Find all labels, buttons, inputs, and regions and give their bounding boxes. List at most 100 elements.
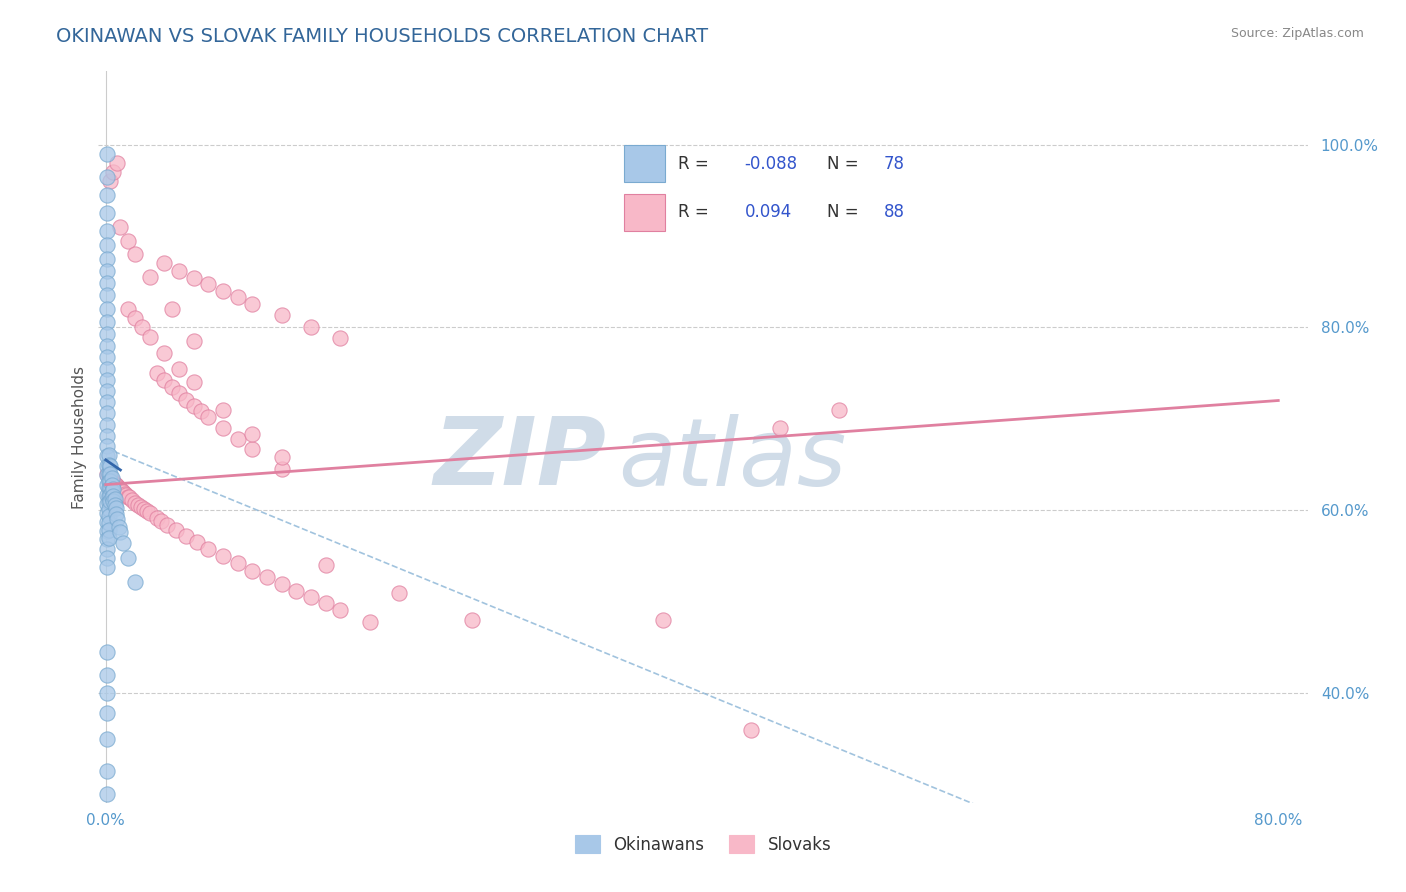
- Point: [165, 524, 187, 538]
- Point: [226, 556, 249, 570]
- Point: [100, 473, 122, 487]
- Text: R =: R =: [678, 203, 714, 221]
- Text: 88: 88: [884, 203, 904, 221]
- Point: [96, 301, 118, 317]
- Point: [105, 507, 128, 521]
- Point: [117, 234, 139, 248]
- Point: [96, 418, 118, 433]
- Point: [129, 500, 152, 515]
- Point: [96, 459, 118, 474]
- Bar: [624, 194, 665, 230]
- Point: [146, 510, 169, 524]
- Point: [96, 468, 118, 483]
- Point: [315, 558, 337, 573]
- Point: [97, 508, 120, 523]
- Point: [197, 541, 219, 556]
- Point: [270, 450, 292, 465]
- Point: [186, 535, 208, 549]
- Point: [97, 458, 120, 472]
- Point: [96, 439, 118, 453]
- Text: 0.094: 0.094: [745, 203, 792, 221]
- Point: [240, 564, 263, 578]
- Point: [135, 504, 157, 518]
- Point: [156, 517, 179, 532]
- Point: [96, 524, 118, 539]
- Point: [117, 301, 139, 317]
- Point: [103, 476, 125, 491]
- Point: [96, 645, 118, 659]
- Point: [183, 376, 205, 390]
- Point: [96, 406, 118, 420]
- Point: [96, 477, 118, 491]
- Point: [153, 373, 176, 387]
- Point: [160, 301, 183, 317]
- Point: [212, 421, 235, 435]
- Point: [124, 496, 146, 510]
- Text: 78: 78: [884, 155, 904, 173]
- Point: [197, 409, 219, 424]
- Point: [176, 529, 198, 543]
- Point: [212, 284, 235, 298]
- Point: [97, 495, 120, 509]
- Point: [96, 146, 118, 161]
- Text: atlas: atlas: [619, 414, 846, 505]
- Point: [97, 489, 120, 503]
- Point: [96, 787, 118, 801]
- Point: [96, 488, 118, 502]
- Point: [115, 488, 138, 502]
- Point: [183, 399, 205, 413]
- Point: [96, 467, 118, 481]
- Point: [98, 459, 121, 474]
- Point: [167, 263, 190, 277]
- Point: [131, 320, 153, 334]
- Point: [96, 373, 118, 387]
- Point: [100, 471, 122, 485]
- Point: [127, 498, 149, 512]
- Text: Source: ZipAtlas.com: Source: ZipAtlas.com: [1230, 27, 1364, 40]
- Point: [329, 331, 352, 345]
- Point: [167, 361, 190, 376]
- Y-axis label: Family Households: Family Households: [72, 366, 87, 508]
- Point: [96, 429, 118, 443]
- Point: [359, 615, 381, 629]
- Point: [153, 346, 176, 360]
- Point: [97, 468, 120, 483]
- Point: [107, 512, 129, 526]
- Point: [96, 395, 118, 409]
- Point: [124, 311, 146, 326]
- Point: [270, 462, 292, 476]
- Point: [96, 238, 118, 252]
- Point: [160, 380, 183, 394]
- Point: [101, 489, 124, 503]
- Point: [270, 309, 292, 323]
- Point: [100, 477, 122, 491]
- Point: [96, 515, 118, 529]
- Point: [96, 497, 118, 511]
- Point: [97, 474, 120, 488]
- Text: N =: N =: [827, 203, 863, 221]
- Point: [96, 338, 118, 352]
- Point: [329, 603, 352, 617]
- Point: [96, 206, 118, 220]
- Point: [110, 525, 132, 540]
- Point: [769, 421, 792, 435]
- Point: [827, 402, 849, 417]
- Point: [96, 706, 118, 721]
- Point: [101, 482, 124, 496]
- Point: [197, 277, 219, 292]
- Point: [98, 488, 121, 502]
- Point: [110, 482, 132, 496]
- Point: [256, 570, 278, 584]
- Point: [98, 471, 121, 485]
- Point: [167, 386, 190, 401]
- Point: [121, 493, 143, 508]
- Point: [100, 483, 122, 498]
- Point: [96, 187, 118, 202]
- Point: [96, 277, 118, 291]
- Point: [107, 479, 129, 493]
- Point: [107, 155, 129, 169]
- Point: [212, 549, 235, 563]
- Text: R =: R =: [678, 155, 714, 173]
- Point: [299, 590, 322, 604]
- Point: [96, 263, 118, 277]
